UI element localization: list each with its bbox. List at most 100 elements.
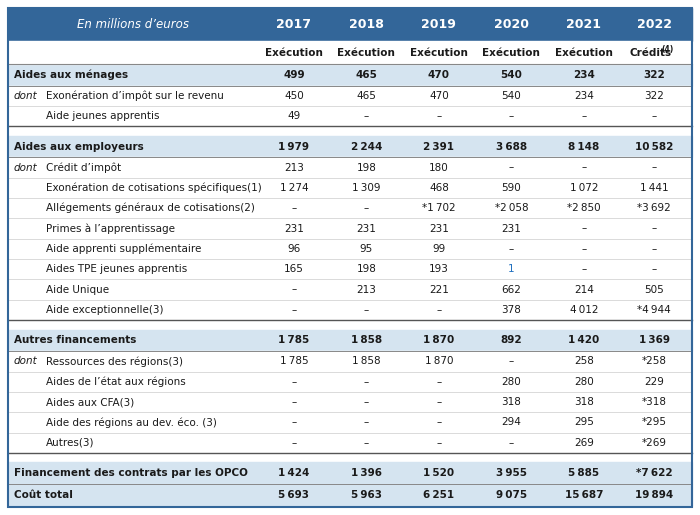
- Text: 95: 95: [360, 244, 373, 254]
- Text: –: –: [364, 438, 369, 448]
- Text: –: –: [509, 244, 514, 254]
- Bar: [8, 85, 692, 106]
- Bar: [8, 259, 692, 280]
- Text: 1 785: 1 785: [279, 356, 308, 366]
- Text: 2018: 2018: [349, 18, 384, 31]
- Text: 892: 892: [500, 335, 522, 346]
- Text: 193: 193: [429, 264, 449, 274]
- Text: 234: 234: [574, 91, 594, 101]
- Text: –: –: [581, 224, 587, 233]
- Text: 8 148: 8 148: [568, 142, 600, 151]
- Text: Coût total: Coût total: [14, 490, 73, 500]
- Text: 15 687: 15 687: [565, 490, 603, 500]
- Text: 590: 590: [501, 183, 522, 193]
- Text: 1: 1: [508, 264, 514, 274]
- Text: 5 963: 5 963: [351, 490, 382, 500]
- Bar: [8, 218, 692, 239]
- Text: 19 894: 19 894: [635, 490, 673, 500]
- Text: dont: dont: [14, 356, 38, 366]
- Bar: [8, 239, 692, 259]
- Text: Crédit d’impôt: Crédit d’impôt: [46, 162, 121, 173]
- Text: –: –: [509, 163, 514, 173]
- Text: Aides aux employeurs: Aides aux employeurs: [14, 142, 144, 151]
- Bar: [8, 462, 692, 484]
- Text: –: –: [436, 417, 442, 427]
- Text: –: –: [436, 305, 442, 315]
- Text: 1 785: 1 785: [279, 335, 309, 346]
- Text: –: –: [509, 111, 514, 121]
- Text: 1 870: 1 870: [425, 356, 453, 366]
- Text: 198: 198: [356, 163, 377, 173]
- Text: –: –: [291, 376, 297, 387]
- Text: *269: *269: [641, 438, 666, 448]
- Text: Primes à l’apprentissage: Primes à l’apprentissage: [46, 224, 175, 234]
- Bar: [8, 8, 692, 41]
- Text: 180: 180: [429, 163, 449, 173]
- Bar: [8, 371, 692, 392]
- Text: Exonération de cotisations spécifiques(1): Exonération de cotisations spécifiques(1…: [46, 183, 262, 193]
- Text: Ressources des régions(3): Ressources des régions(3): [46, 356, 183, 367]
- Text: dont: dont: [14, 163, 38, 173]
- Text: 213: 213: [356, 285, 377, 295]
- Bar: [8, 178, 692, 198]
- Text: 2021: 2021: [566, 18, 601, 31]
- Text: 4 012: 4 012: [570, 305, 598, 315]
- Text: *7 622: *7 622: [636, 468, 673, 478]
- Bar: [8, 158, 692, 178]
- Text: 2 244: 2 244: [351, 142, 382, 151]
- Text: 96: 96: [287, 244, 300, 254]
- Text: –: –: [652, 224, 657, 233]
- Text: 295: 295: [574, 417, 594, 427]
- Text: 468: 468: [429, 183, 449, 193]
- Text: –: –: [652, 163, 657, 173]
- Text: 470: 470: [428, 70, 450, 80]
- Text: 505: 505: [644, 285, 664, 295]
- Text: 1 420: 1 420: [568, 335, 600, 346]
- Text: *1 702: *1 702: [422, 203, 456, 213]
- Text: Exécution: Exécution: [555, 47, 613, 58]
- Text: 294: 294: [501, 417, 522, 427]
- Text: –: –: [364, 203, 369, 213]
- Text: 1 274: 1 274: [279, 183, 308, 193]
- Text: 1 396: 1 396: [351, 468, 382, 478]
- Text: 2019: 2019: [421, 18, 456, 31]
- Text: *4 944: *4 944: [637, 305, 671, 315]
- Text: –: –: [364, 417, 369, 427]
- Text: Aide Unique: Aide Unique: [46, 285, 109, 295]
- Text: 231: 231: [501, 224, 522, 233]
- Text: *258: *258: [641, 356, 666, 366]
- Text: *318: *318: [641, 397, 666, 407]
- Text: –: –: [509, 438, 514, 448]
- Text: 3 688: 3 688: [496, 142, 527, 151]
- Text: –: –: [291, 438, 297, 448]
- Text: –: –: [364, 305, 369, 315]
- Bar: [8, 433, 692, 453]
- Text: 322: 322: [643, 70, 665, 80]
- Bar: [8, 280, 692, 300]
- Text: –: –: [436, 376, 442, 387]
- Bar: [8, 136, 692, 158]
- Text: –: –: [436, 397, 442, 407]
- Text: Exécution: Exécution: [337, 47, 395, 58]
- Text: Allégements généraux de cotisations(2): Allégements généraux de cotisations(2): [46, 203, 255, 213]
- Text: Aides aux ménages: Aides aux ménages: [14, 70, 128, 80]
- Text: Exécution: Exécution: [410, 47, 468, 58]
- Text: Aides de l’état aux régions: Aides de l’état aux régions: [46, 376, 186, 387]
- Text: –: –: [436, 111, 442, 121]
- Text: 1 309: 1 309: [352, 183, 381, 193]
- Text: –: –: [291, 397, 297, 407]
- Text: *2 058: *2 058: [495, 203, 528, 213]
- Text: –: –: [291, 417, 297, 427]
- Text: 465: 465: [356, 70, 377, 80]
- Text: 2020: 2020: [494, 18, 529, 31]
- Text: Aide jeunes apprentis: Aide jeunes apprentis: [46, 111, 160, 121]
- Text: 214: 214: [574, 285, 594, 295]
- Text: *2 850: *2 850: [567, 203, 601, 213]
- Text: –: –: [364, 376, 369, 387]
- Text: –: –: [364, 111, 369, 121]
- Text: Exonération d’impôt sur le revenu: Exonération d’impôt sur le revenu: [46, 91, 224, 101]
- Text: 2 391: 2 391: [424, 142, 454, 151]
- Bar: [8, 351, 692, 371]
- Bar: [8, 330, 692, 351]
- Text: 49: 49: [287, 111, 300, 121]
